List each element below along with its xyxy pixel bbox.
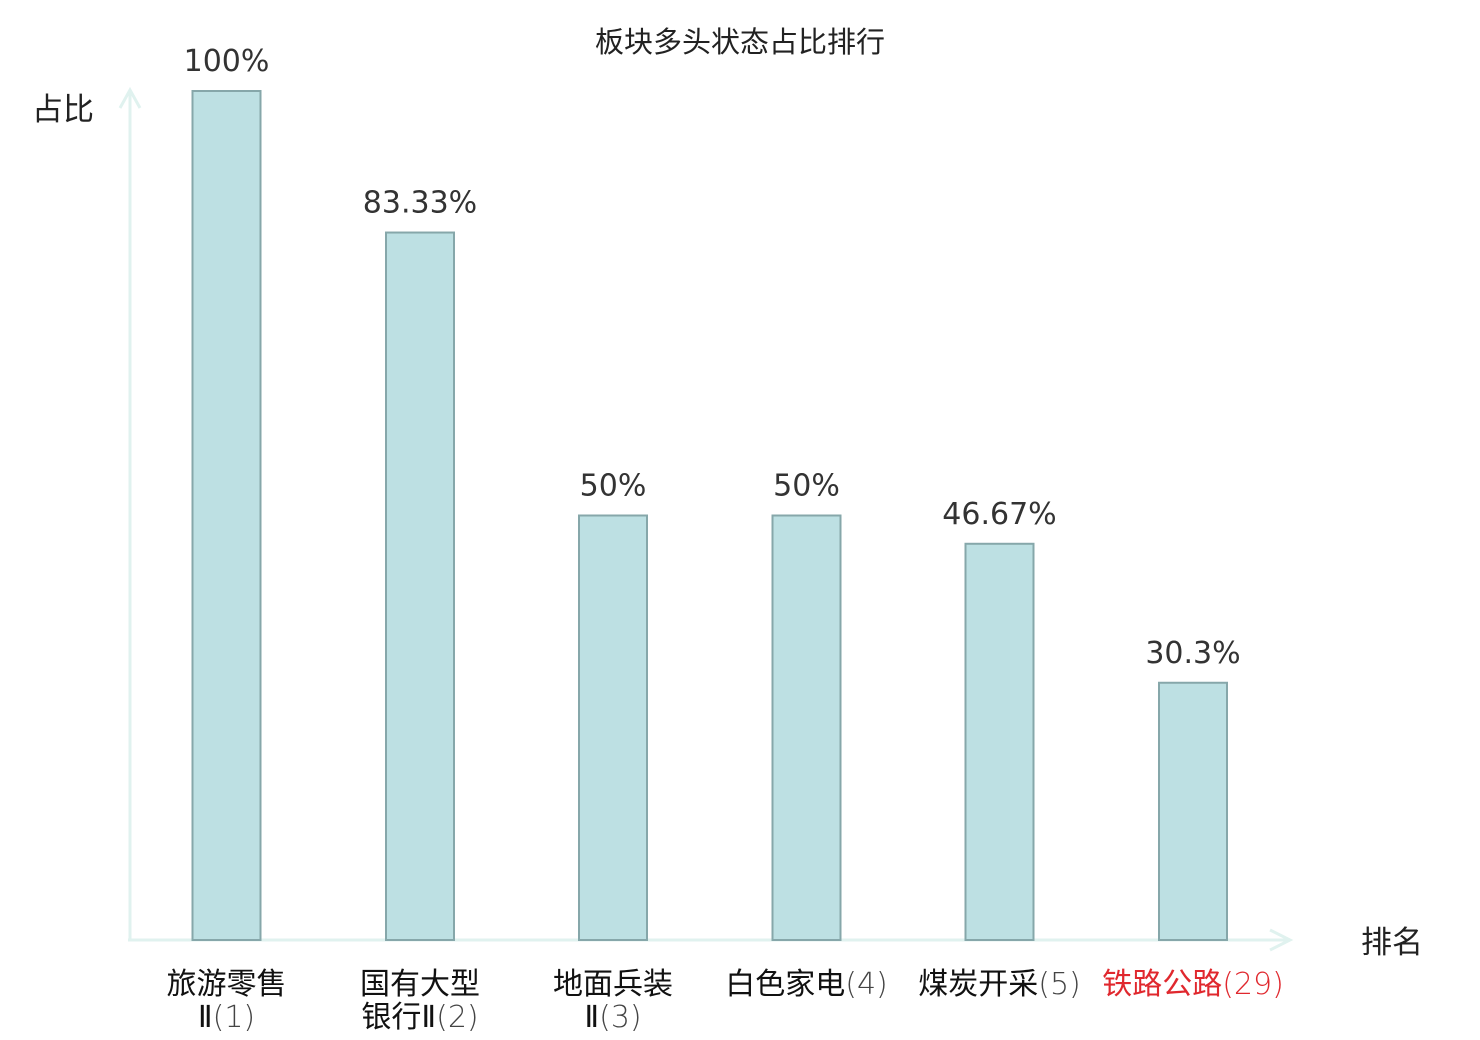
bar-value-label: 50% xyxy=(773,469,840,504)
bar-value-label: 100% xyxy=(184,44,270,79)
category-tick-label: 铁路公路(29) xyxy=(1102,967,1284,1002)
category-tick-label: 旅游零售 xyxy=(167,967,287,1002)
bar xyxy=(771,514,842,941)
bar-value-label: 46.67% xyxy=(942,497,1056,532)
chart-title: 板块多头状态占比排行 xyxy=(595,25,885,59)
bar xyxy=(385,231,455,941)
y-axis xyxy=(118,86,142,940)
bar-value-label: 83.33% xyxy=(363,186,477,221)
x-axis xyxy=(128,928,1294,952)
bar xyxy=(964,542,1035,942)
bar xyxy=(1158,681,1228,941)
category-tick-label: Ⅱ(3) xyxy=(584,1000,641,1035)
value-labels-group: 100% 83.33% 50% 50% 46.67% 30.3% xyxy=(184,44,1241,671)
category-tick-label: 白色家电(4) xyxy=(725,967,888,1002)
category-tick-label: 国有大型 xyxy=(360,967,480,1002)
bar xyxy=(191,90,262,941)
category-tick-label: 银行Ⅱ(2) xyxy=(361,1000,478,1035)
bars-group xyxy=(191,90,1228,942)
bar-value-label: 30.3% xyxy=(1145,636,1240,671)
bar xyxy=(578,514,648,941)
category-tick-label: Ⅱ(1) xyxy=(198,1000,255,1035)
category-tick-label: 地面兵装 xyxy=(553,967,673,1002)
x-axis-label: 排名 xyxy=(1361,925,1423,961)
category-tick-label: 煤炭开采(5) xyxy=(918,967,1081,1002)
y-axis-label: 占比 xyxy=(32,92,94,128)
bar-value-label: 50% xyxy=(580,469,647,504)
